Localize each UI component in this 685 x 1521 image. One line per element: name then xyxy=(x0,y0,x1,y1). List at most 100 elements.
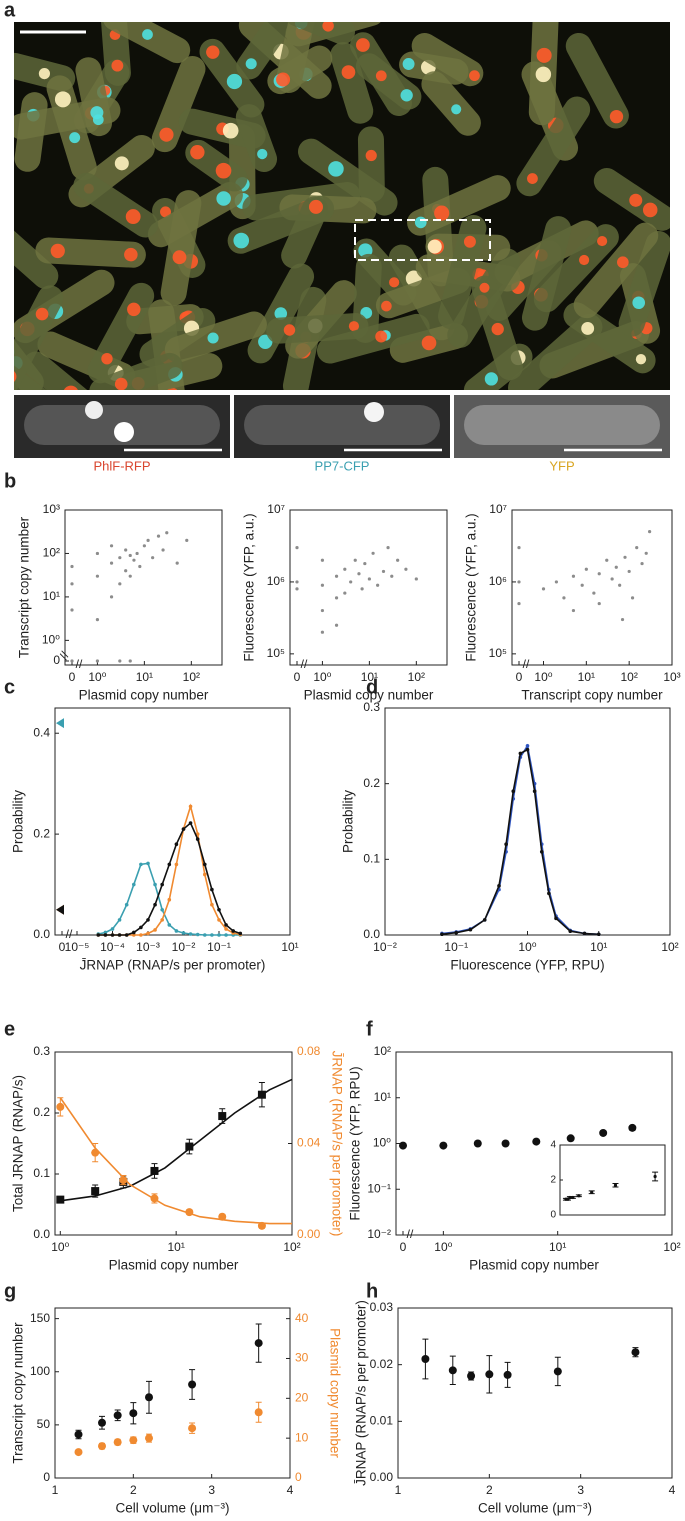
axis-break: // xyxy=(76,657,83,671)
marker xyxy=(139,862,143,867)
marker xyxy=(156,534,161,538)
marker xyxy=(467,1372,476,1380)
y2-tick-label: 0.08 xyxy=(297,1044,321,1058)
axis-break: // xyxy=(523,657,530,671)
marker xyxy=(525,747,530,752)
marker xyxy=(518,751,523,756)
y-axis-label: J̄RNAP (RNAP/s per promoter) xyxy=(354,1300,369,1486)
marker xyxy=(167,923,172,927)
zoom-box xyxy=(354,219,491,261)
inset-tick-label: 0 xyxy=(550,1210,556,1221)
marker xyxy=(367,577,371,581)
y-tick-label: 10¹ xyxy=(43,589,60,603)
inset-frame xyxy=(559,1144,666,1216)
marker xyxy=(95,574,100,578)
spot xyxy=(159,127,174,142)
marker xyxy=(128,659,132,663)
sub-spot xyxy=(364,402,384,422)
y2-tick-label: 40 xyxy=(295,1311,309,1325)
marker xyxy=(440,932,444,937)
marker xyxy=(124,548,128,552)
caption: PhlF-RFP xyxy=(93,458,150,473)
x-tick-label: 10⁰ xyxy=(313,670,331,684)
x-tick-label: 10⁻¹ xyxy=(207,940,231,954)
marker xyxy=(295,546,299,550)
spot xyxy=(527,173,538,184)
marker xyxy=(217,918,221,922)
spot xyxy=(375,330,388,343)
cell xyxy=(565,32,629,129)
inset-tick-label: 2 xyxy=(550,1175,556,1186)
marker xyxy=(128,553,132,558)
marker xyxy=(584,567,588,571)
marker xyxy=(117,918,122,922)
marker xyxy=(363,561,367,566)
y-tick-label: 0 xyxy=(43,1470,50,1484)
marker xyxy=(343,567,347,571)
spot xyxy=(308,199,323,214)
marker xyxy=(547,891,551,896)
spot xyxy=(536,47,552,63)
y-axis-label: Probability xyxy=(11,790,26,853)
marker xyxy=(160,882,164,887)
marker xyxy=(161,548,165,552)
y-tick-label: 10² xyxy=(374,1044,391,1058)
x-tick-label: 10¹ xyxy=(167,1240,184,1254)
panel-label: d xyxy=(366,676,378,698)
marker xyxy=(195,837,200,841)
y-tick-label: 0.2 xyxy=(363,776,380,790)
spot xyxy=(274,307,288,320)
x-tick-label: 10² xyxy=(183,670,200,684)
series-line xyxy=(441,748,599,936)
y2-tick-label: 0 xyxy=(295,1470,302,1484)
axis-break: // xyxy=(66,927,73,941)
cell xyxy=(508,313,603,390)
y2-axis-label: J̄RNAP (RNAP/s per promoter) xyxy=(329,1051,344,1237)
y-tick-label: 100 xyxy=(30,1364,50,1378)
cell xyxy=(411,32,484,87)
y-tick-label: 10⁻¹ xyxy=(367,1181,391,1195)
spot xyxy=(356,38,370,52)
marker xyxy=(70,564,74,569)
marker xyxy=(95,618,100,622)
marker xyxy=(554,916,558,921)
x-tick-label: 10⁻¹ xyxy=(444,940,468,954)
marker xyxy=(113,1411,122,1420)
sub-cell xyxy=(464,405,660,445)
x-tick-label: 4 xyxy=(287,1483,294,1497)
spot xyxy=(434,205,450,221)
marker xyxy=(95,551,100,556)
spot xyxy=(14,349,15,355)
spot xyxy=(111,59,124,72)
x-tick-label: 4 xyxy=(669,1483,676,1497)
marker xyxy=(349,580,353,584)
series-line xyxy=(441,743,599,936)
x-tick-label: 10⁰ xyxy=(88,670,106,684)
marker xyxy=(627,569,631,574)
marker xyxy=(146,861,150,866)
cell xyxy=(533,224,619,313)
marker xyxy=(541,587,546,591)
x-tick-label: 2 xyxy=(486,1483,493,1497)
marker xyxy=(454,930,459,935)
spot xyxy=(341,65,356,79)
marker xyxy=(110,933,115,937)
marker xyxy=(568,929,573,934)
marker xyxy=(124,902,129,907)
marker xyxy=(139,925,143,930)
x-axis-label: Cell volume (μm⁻³) xyxy=(116,1501,230,1516)
marker xyxy=(188,932,193,936)
sub-spot xyxy=(114,422,134,442)
marker xyxy=(320,630,325,634)
spot xyxy=(142,29,153,40)
spot xyxy=(381,300,392,312)
y-tick-label: 0.02 xyxy=(370,1357,394,1371)
x-tick-label: 10² xyxy=(663,1240,680,1254)
y-axis-label: Probability xyxy=(341,790,356,853)
marker xyxy=(167,862,172,867)
marker xyxy=(118,659,122,663)
spot xyxy=(402,58,415,70)
x-tick-label: 10⁻⁴ xyxy=(100,940,125,954)
x-tick-label: 10¹ xyxy=(281,940,298,954)
